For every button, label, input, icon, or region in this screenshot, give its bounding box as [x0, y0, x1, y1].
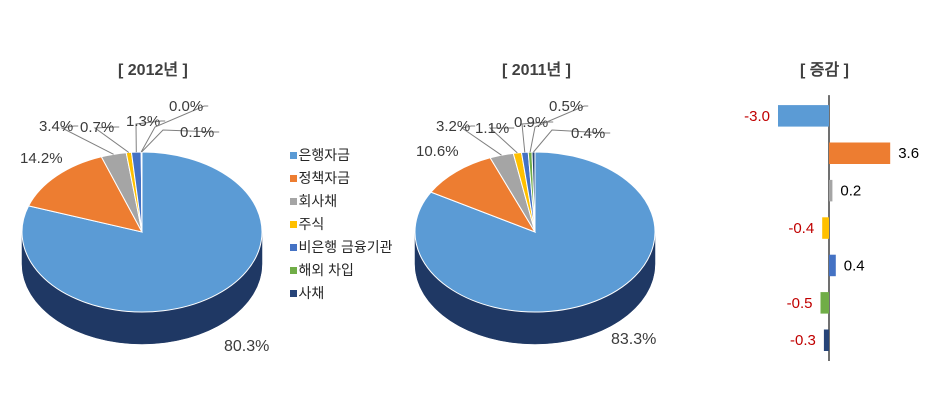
svg-text:14.2%: 14.2%	[20, 150, 63, 167]
svg-text:83.3%: 83.3%	[611, 331, 656, 348]
svg-text:-0.4: -0.4	[788, 220, 814, 237]
svg-text:0.4: 0.4	[844, 257, 865, 274]
svg-text:0.0%: 0.0%	[169, 98, 203, 115]
svg-text:0.4%: 0.4%	[571, 125, 605, 142]
svg-text:3.6: 3.6	[898, 145, 919, 162]
svg-text:3.2%: 3.2%	[436, 118, 470, 135]
svg-text:0.9%: 0.9%	[514, 114, 548, 131]
svg-text:10.6%: 10.6%	[416, 143, 459, 160]
svg-text:3.4%: 3.4%	[39, 118, 73, 135]
svg-text:1.1%: 1.1%	[475, 120, 509, 137]
svg-text:0.1%: 0.1%	[180, 124, 214, 141]
svg-text:0.7%: 0.7%	[80, 119, 114, 136]
svg-text:0.2: 0.2	[840, 183, 861, 200]
svg-text:-3.0: -3.0	[744, 108, 770, 125]
svg-text:80.3%: 80.3%	[224, 338, 269, 355]
svg-text:-0.3: -0.3	[790, 332, 816, 349]
svg-text:0.5%: 0.5%	[549, 98, 583, 115]
svg-text:-0.5: -0.5	[787, 295, 813, 312]
